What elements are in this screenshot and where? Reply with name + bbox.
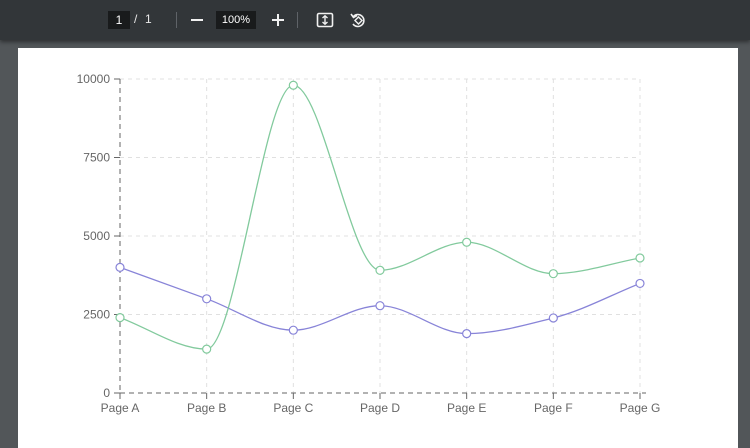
x-tick-label: Page B — [187, 401, 226, 415]
y-tick-label: 7500 — [83, 151, 110, 165]
series-1-point — [375, 301, 385, 311]
series-1-point — [462, 329, 472, 339]
x-tick-label: Page G — [620, 401, 661, 415]
rotate-button[interactable] — [346, 8, 370, 32]
zoom-in-icon — [272, 14, 284, 26]
series-1-point — [115, 262, 125, 272]
series-2-point — [202, 344, 212, 354]
zoom-level-input[interactable] — [216, 11, 256, 29]
x-tick-label: Page A — [101, 401, 140, 415]
fit-to-page-button[interactable] — [313, 8, 337, 32]
series-1-point — [202, 294, 212, 304]
line-chart: 0 2500 5000 7500 10000 Page A Page B Page C Page… — [77, 72, 661, 415]
y-tick-label: 5000 — [83, 229, 110, 243]
pdf-toolbar: / 1 — [0, 0, 750, 40]
series-2-point — [375, 265, 385, 275]
x-tick-label: Page F — [534, 401, 573, 415]
zoom-in-button[interactable] — [266, 8, 290, 32]
series-1-point — [288, 325, 298, 335]
series-1-point — [635, 278, 645, 289]
fit-to-page-icon — [316, 12, 334, 28]
y-tick-label: 0 — [103, 386, 110, 400]
x-tick-label: Page C — [273, 401, 313, 415]
y-tick-label: 2500 — [83, 308, 110, 322]
zoom-out-icon — [191, 19, 203, 21]
page-separator: / — [134, 12, 138, 26]
pdf-page: 0 2500 5000 7500 10000 Page A Page B Page C Page… — [18, 48, 738, 448]
x-tick-label: Page E — [447, 401, 486, 415]
toolbar-divider — [176, 12, 177, 28]
total-pages: 1 — [145, 12, 152, 26]
series-2-point — [115, 313, 125, 323]
series-2-point — [548, 269, 558, 279]
series-1-line — [119, 266, 641, 335]
x-tick-label: Page D — [360, 401, 400, 415]
series-2-line — [119, 84, 641, 350]
series-1-point — [548, 313, 558, 323]
rotate-icon — [350, 13, 365, 28]
zoom-out-button[interactable] — [185, 8, 209, 32]
series-2-point — [635, 253, 645, 263]
document-viewer[interactable]: 0 2500 5000 7500 10000 Page A Page B Page C Page… — [0, 40, 750, 448]
series-2-point — [462, 237, 472, 247]
toolbar-divider — [297, 12, 298, 28]
y-tick-label: 10000 — [77, 72, 111, 86]
page-number-input[interactable] — [108, 11, 130, 29]
series-2-point — [288, 80, 298, 90]
